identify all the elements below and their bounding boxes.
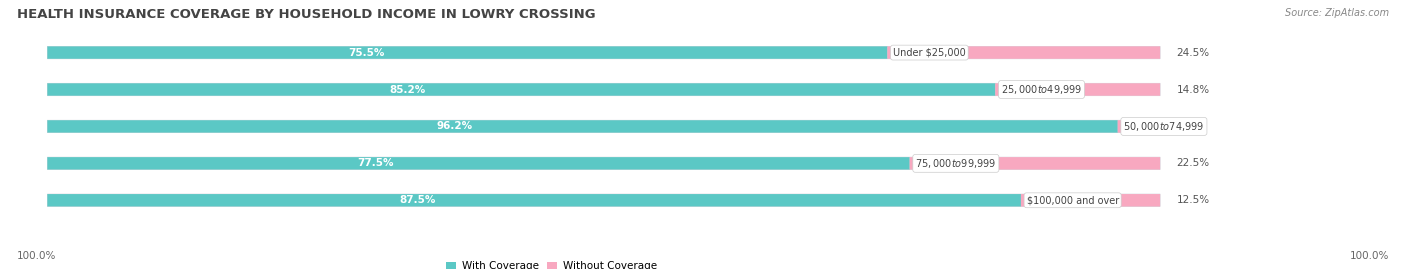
FancyBboxPatch shape [995,83,1160,96]
Text: $25,000 to $49,999: $25,000 to $49,999 [1001,83,1083,96]
Text: 77.5%: 77.5% [357,158,394,168]
FancyBboxPatch shape [48,157,1160,169]
Text: 3.9%: 3.9% [1177,121,1204,132]
Text: 100.0%: 100.0% [1350,251,1389,261]
FancyBboxPatch shape [48,120,1160,133]
Text: 14.8%: 14.8% [1177,84,1209,94]
FancyBboxPatch shape [48,83,995,96]
FancyBboxPatch shape [910,157,1160,169]
Text: Under $25,000: Under $25,000 [893,48,966,58]
Text: 100.0%: 100.0% [17,251,56,261]
FancyBboxPatch shape [48,46,1160,59]
Text: $75,000 to $99,999: $75,000 to $99,999 [915,157,997,170]
Text: $100,000 and over: $100,000 and over [1026,195,1119,205]
FancyBboxPatch shape [48,194,1021,207]
Legend: With Coverage, Without Coverage: With Coverage, Without Coverage [441,257,661,269]
FancyBboxPatch shape [887,46,1160,59]
Text: 75.5%: 75.5% [349,48,385,58]
FancyBboxPatch shape [48,120,1118,133]
Text: HEALTH INSURANCE COVERAGE BY HOUSEHOLD INCOME IN LOWRY CROSSING: HEALTH INSURANCE COVERAGE BY HOUSEHOLD I… [17,8,596,21]
Text: Source: ZipAtlas.com: Source: ZipAtlas.com [1285,8,1389,18]
FancyBboxPatch shape [1118,120,1161,133]
FancyBboxPatch shape [48,83,1160,96]
FancyBboxPatch shape [1021,194,1160,207]
FancyBboxPatch shape [48,157,910,169]
Text: 85.2%: 85.2% [389,84,426,94]
Text: 12.5%: 12.5% [1177,195,1209,205]
Text: 96.2%: 96.2% [436,121,472,132]
Text: 22.5%: 22.5% [1177,158,1209,168]
FancyBboxPatch shape [48,194,1160,207]
Text: 24.5%: 24.5% [1177,48,1209,58]
Text: 87.5%: 87.5% [399,195,436,205]
Text: $50,000 to $74,999: $50,000 to $74,999 [1123,120,1205,133]
FancyBboxPatch shape [48,46,887,59]
